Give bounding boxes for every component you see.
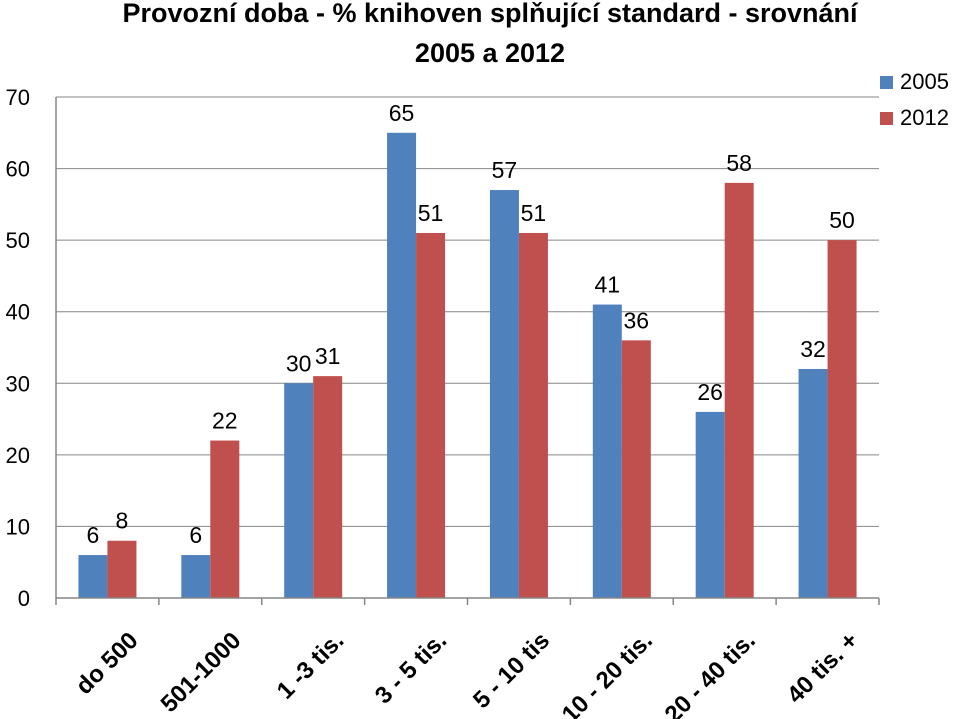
chart-title: Provozní doba - % knihoven splňující sta… (122, 0, 859, 28)
axes (55, 97, 880, 605)
data-label-2012-2: 31 (315, 343, 341, 369)
y-tick-label-30: 30 (6, 371, 30, 396)
bar-2005-0 (78, 555, 108, 598)
data-label-2005-5: 41 (595, 272, 621, 298)
y-tick-label-0: 0 (18, 586, 30, 611)
category-label-1: 501-1000 (156, 627, 247, 718)
bar-2012-0 (107, 540, 137, 598)
legend-swatch-2012 (880, 112, 893, 125)
legend-label-2012: 2012 (900, 105, 949, 130)
data-label-2005-0: 6 (87, 522, 100, 548)
data-label-2012-4: 51 (521, 200, 547, 226)
bar-2005-5 (592, 304, 622, 598)
bar-2005-4 (489, 190, 519, 599)
y-tick-label-10: 10 (6, 514, 30, 539)
data-label-2005-2: 30 (286, 350, 312, 376)
data-label-2005-4: 57 (492, 157, 518, 183)
bar-2005-6 (695, 411, 725, 598)
bar-2005-2 (284, 383, 314, 598)
bar-2012-5 (621, 340, 651, 598)
bar-2005-7 (798, 368, 828, 598)
bar-2012-2 (313, 376, 343, 598)
y-tick-label-70: 70 (6, 85, 30, 110)
y-tick-label-20: 20 (6, 443, 30, 468)
bar-2005-1 (181, 555, 211, 598)
category-label-7: 40 tis. + (782, 627, 864, 709)
bar-2012-3 (416, 232, 446, 598)
category-label-6: 20 - 40 tis. (660, 627, 761, 719)
bar-2012-4 (518, 232, 548, 598)
bar-2005-3 (387, 132, 417, 599)
legend-swatch-2005 (880, 76, 893, 89)
data-label-2012-7: 50 (829, 207, 855, 233)
bar-2012-6 (724, 182, 754, 598)
data-label-2012-1: 22 (212, 408, 238, 434)
category-label-5: 10 - 20 tis. (557, 627, 658, 719)
data-label-2005-7: 32 (800, 336, 826, 362)
bar-2012-1 (210, 440, 240, 598)
y-axis-tick-labels: 0 10 20 30 40 50 60 70 (6, 85, 30, 611)
legend-label-2005: 2005 (900, 69, 949, 94)
chart-subtitle: 2005 a 2012 (415, 38, 565, 68)
legend: 2005 2012 (880, 69, 949, 130)
category-label-0: do 500 (71, 627, 144, 700)
gridlines (56, 96, 879, 527)
data-label-2005-3: 65 (389, 100, 415, 126)
category-label-2: 1 -3 tis. (272, 627, 350, 705)
bars (78, 132, 857, 599)
bar-2012-7 (827, 240, 857, 598)
data-label-2012-3: 51 (418, 200, 444, 226)
data-label-2012-6: 58 (726, 150, 752, 176)
data-label-2005-6: 26 (697, 379, 723, 405)
category-label-3: 3 - 5 tis. (370, 627, 452, 709)
y-tick-label-50: 50 (6, 228, 30, 253)
category-labels: do 500 501-1000 1 -3 tis. 3 - 5 tis. 5 - 10 … (71, 627, 864, 719)
y-tick-label-60: 60 (6, 157, 30, 182)
y-tick-label-40: 40 (6, 300, 30, 325)
data-label-2012-5: 36 (624, 307, 650, 333)
data-labels: 6 6 30 65 57 41 26 32 8 22 31 51 51 36 58 50 (87, 100, 855, 548)
data-label-2012-0: 8 (116, 508, 129, 534)
category-label-4: 5 - 10 tis (468, 627, 555, 714)
data-label-2005-1: 6 (189, 522, 202, 548)
